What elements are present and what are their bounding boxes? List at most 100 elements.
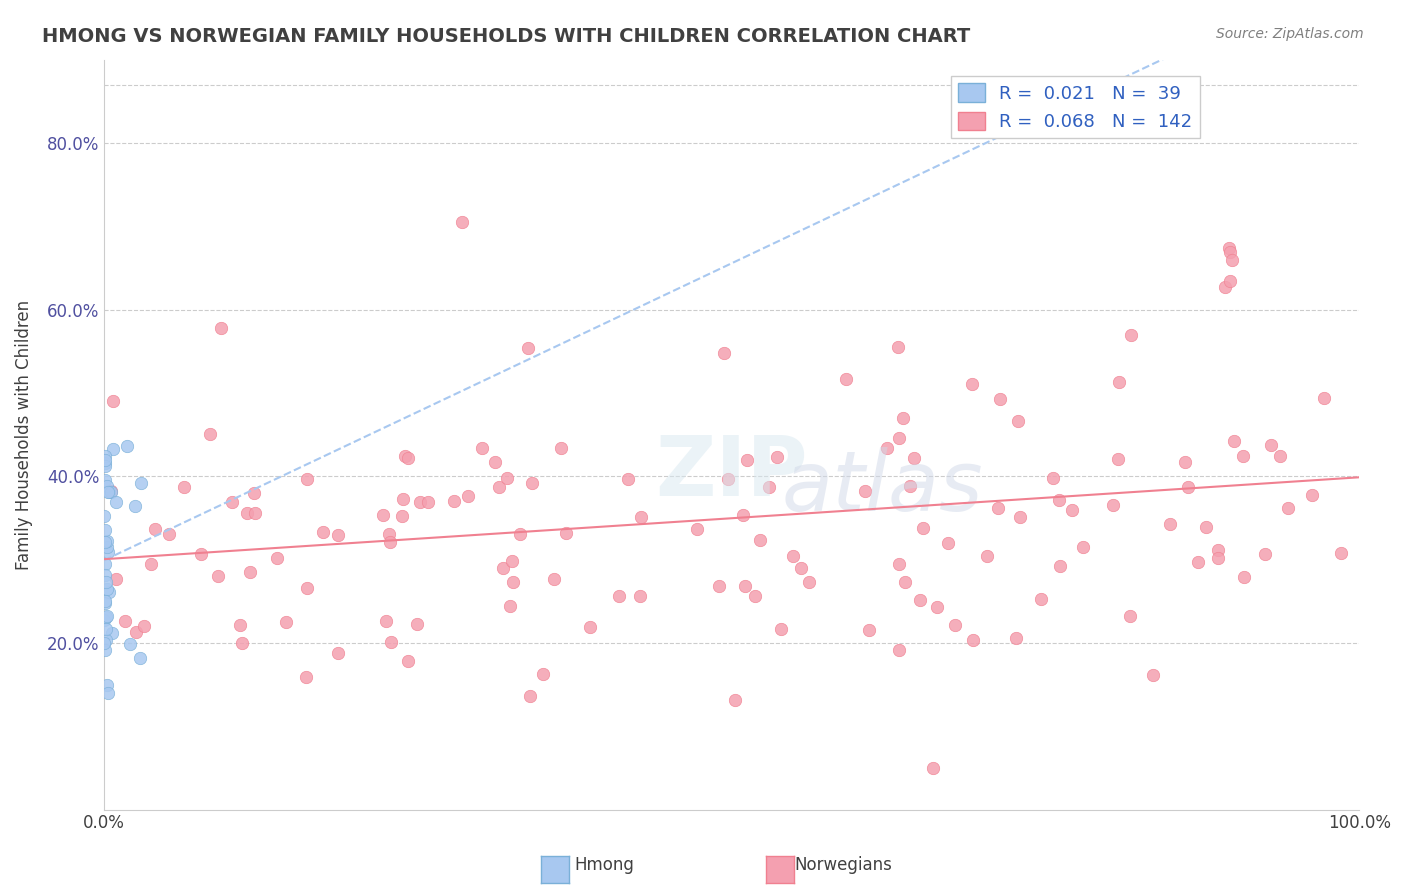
Point [396, 451, 419, 466]
Point [114, 615, 136, 629]
Point [1108, 375, 1130, 389]
Point [96, 609, 118, 624]
Point [1177, 480, 1199, 494]
Point [93, 636, 115, 650]
Point [132, 619, 155, 633]
Point [797, 575, 820, 590]
Point [207, 569, 229, 583]
Point [243, 506, 266, 520]
Point [231, 635, 253, 649]
Point [496, 471, 519, 485]
Point [717, 472, 740, 486]
Point [531, 667, 554, 681]
Point [94, 449, 117, 463]
Point [686, 522, 709, 536]
Point [765, 450, 787, 464]
Point [893, 575, 915, 590]
Point [1206, 543, 1229, 558]
Point [578, 620, 600, 634]
Point [1301, 488, 1323, 502]
Point [266, 550, 288, 565]
Text: ZIP: ZIP [655, 432, 808, 513]
Point [96, 479, 118, 493]
Point [100, 483, 122, 498]
Point [1107, 451, 1129, 466]
Point [889, 643, 911, 657]
Point [198, 426, 221, 441]
Point [1119, 328, 1142, 343]
Point [908, 593, 931, 607]
Point [517, 341, 540, 355]
Point [724, 693, 747, 707]
Point [550, 441, 572, 455]
Point [450, 215, 472, 229]
Point [502, 574, 524, 589]
Point [921, 761, 943, 775]
Point [617, 472, 640, 486]
Point [391, 509, 413, 524]
Point [118, 636, 141, 650]
Point [1233, 570, 1256, 584]
Point [887, 340, 910, 354]
Point [630, 510, 652, 524]
Point [543, 572, 565, 586]
Point [1119, 609, 1142, 624]
Point [94, 523, 117, 537]
Point [94, 458, 117, 473]
Point [628, 589, 651, 603]
Point [731, 508, 754, 523]
Point [790, 560, 813, 574]
Point [97, 485, 120, 500]
Point [509, 527, 531, 541]
Point [93, 456, 115, 470]
Point [173, 480, 195, 494]
Point [409, 495, 432, 509]
Point [93, 568, 115, 582]
Point [94, 622, 117, 636]
Point [943, 618, 966, 632]
Point [145, 522, 167, 536]
Point [406, 616, 429, 631]
Point [835, 372, 858, 386]
Point [501, 554, 523, 568]
Point [295, 581, 318, 595]
Point [93, 597, 115, 611]
Point [93, 508, 115, 523]
Point [889, 557, 911, 571]
Point [960, 377, 983, 392]
Point [1219, 274, 1241, 288]
Point [239, 565, 262, 579]
Point [94, 535, 117, 549]
Point [1219, 245, 1241, 260]
Point [98, 585, 121, 599]
Point [1004, 631, 1026, 645]
Point [735, 452, 758, 467]
Point [1007, 414, 1029, 428]
Point [129, 651, 152, 665]
Legend: R =  0.021   N =  39, R =  0.068   N =  142: R = 0.021 N = 39, R = 0.068 N = 142 [950, 76, 1199, 138]
Point [190, 547, 212, 561]
Point [96, 540, 118, 554]
Point [1187, 555, 1209, 569]
Point [1174, 455, 1197, 469]
Point [96, 534, 118, 549]
Point [104, 573, 127, 587]
Text: Source: ZipAtlas.com: Source: ZipAtlas.com [1216, 27, 1364, 41]
Point [471, 441, 494, 455]
Point [744, 589, 766, 603]
Point [1010, 510, 1032, 524]
Point [1071, 541, 1094, 555]
Point [94, 594, 117, 608]
Point [936, 535, 959, 549]
Point [94, 642, 117, 657]
Point [484, 455, 506, 469]
Point [101, 626, 124, 640]
Point [1277, 500, 1299, 515]
Y-axis label: Family Households with Children: Family Households with Children [15, 300, 32, 570]
Point [1213, 280, 1236, 294]
Point [1220, 252, 1243, 267]
Point [104, 494, 127, 508]
Point [898, 479, 921, 493]
Point [609, 589, 631, 603]
Point [139, 557, 162, 571]
